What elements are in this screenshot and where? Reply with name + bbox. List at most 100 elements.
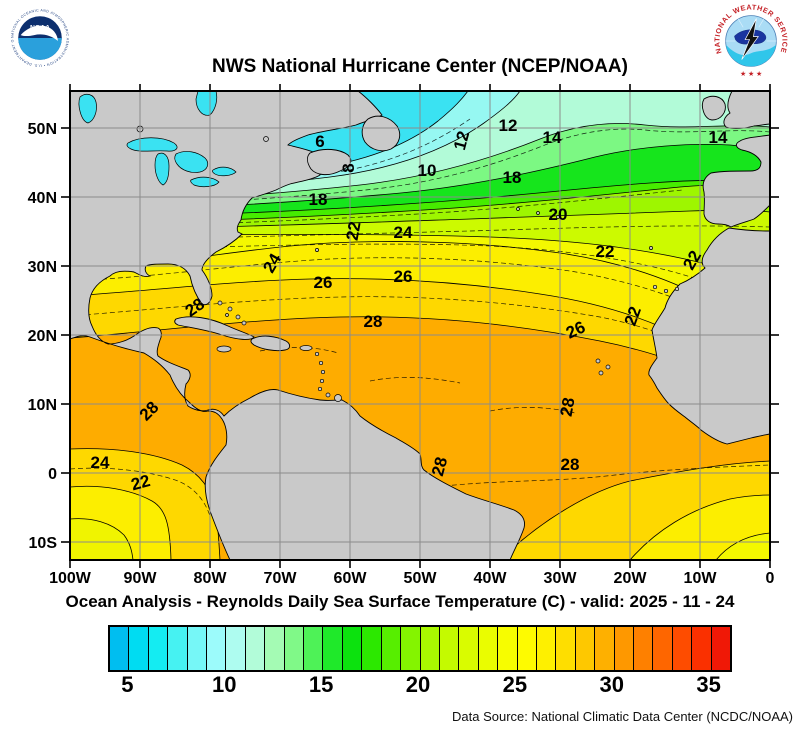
island (227, 306, 233, 312)
contour-label: 26 (314, 273, 333, 292)
colorbar-cell (322, 627, 342, 670)
nws-stars: ★ ★ ★ (740, 70, 762, 78)
isotherm-dashed (70, 467, 211, 517)
lat-tick-label: 20N (28, 328, 57, 345)
noaa-seagull-icon (20, 25, 58, 41)
contour-label: 12 (450, 129, 473, 152)
colorbar-cell (186, 627, 207, 670)
colorbar-cell (691, 627, 711, 670)
lon-tick-label: 70W (264, 570, 298, 587)
lat-tick-label: 40N (28, 190, 57, 207)
colorbar-cell (264, 627, 284, 670)
island (516, 207, 520, 211)
island (652, 284, 658, 290)
island (536, 211, 540, 215)
lat-tick-label: 30N (28, 259, 57, 276)
lon-tick-label: 50W (404, 570, 438, 587)
landmass (648, 227, 770, 445)
isotherm-line (70, 485, 172, 560)
lon-tick-label: 0 (766, 570, 775, 587)
landmass (723, 91, 770, 129)
contour-label: 14 (709, 128, 728, 147)
lake (174, 151, 209, 173)
landmass (702, 134, 770, 228)
colorbar-cell (128, 627, 148, 670)
landmass (701, 95, 726, 121)
contour-label: 22 (343, 220, 365, 242)
island (241, 320, 247, 326)
axes: 100W 90W 80W 70W 60W 50W 40W 30W 20W 10W 0 50N 40N 30… (28, 84, 779, 587)
colorbar-tick-label: 35 (696, 672, 721, 697)
colorbar-cell (710, 627, 730, 670)
data-source-note: Data Source: National Climatic Data Cent… (452, 709, 793, 724)
island (334, 394, 342, 402)
lat-tick-label: 0 (48, 466, 57, 483)
contour-label: 28 (561, 455, 580, 474)
page-title: NWS National Hurricane Center (NCEP/NOAA… (212, 56, 628, 77)
colorbar-cell (594, 627, 614, 670)
island (263, 136, 269, 142)
island (315, 248, 319, 252)
lake (190, 176, 220, 188)
isotherm-line (70, 518, 134, 560)
colorbar-tick-label: 20 (405, 672, 431, 697)
contour-label: 24 (91, 453, 110, 472)
island (325, 392, 331, 398)
island (235, 314, 241, 320)
contour-label: 26 (394, 267, 413, 286)
island (319, 378, 325, 384)
island (605, 364, 611, 370)
colorbar-cell (380, 627, 401, 670)
contour-label: 12 (499, 116, 518, 135)
colorbar-cell (419, 627, 439, 670)
island (217, 300, 223, 306)
isotherm-line (629, 494, 770, 560)
lake (154, 152, 170, 186)
colorbar-cell (632, 627, 653, 670)
lon-tick-label: 90W (124, 570, 158, 587)
island (320, 369, 326, 375)
lon-tick-label: 60W (334, 570, 368, 587)
island (674, 286, 680, 292)
landmass (70, 91, 525, 560)
colorbar-cell (497, 627, 517, 670)
colorbar-cell (613, 627, 633, 670)
colorbar-cell (516, 627, 536, 670)
contour-label: 6 (315, 132, 324, 151)
lake (212, 166, 237, 177)
contour-label: 18 (309, 190, 328, 209)
colorbar-cell (400, 627, 420, 670)
contour-label: 18 (503, 168, 522, 187)
lat-tick-label: 10S (29, 535, 58, 552)
lake (78, 93, 97, 124)
isotherm-dashed (489, 407, 576, 414)
colorbar-cell (206, 627, 226, 670)
colorbar-cell (147, 627, 168, 670)
isotherm-line (715, 532, 770, 560)
colorbar-cell (110, 627, 129, 670)
map-caption: Ocean Analysis - Reynolds Daily Sea Surf… (65, 592, 735, 611)
isotherm-dashed (369, 377, 461, 384)
colorbar-cell (652, 627, 672, 670)
landmass (174, 316, 255, 340)
lon-tick-label: 20W (614, 570, 648, 587)
nws-logo: NATIONAL WEATHER SERVICE ★ ★ ★ (712, 2, 790, 80)
island (216, 345, 232, 353)
contour-label: 28 (557, 396, 579, 418)
contour-label: 28 (428, 455, 451, 478)
colorbar-cell (671, 627, 692, 670)
colorbar-cell (458, 627, 478, 670)
colorbar-cell (535, 627, 556, 670)
sst-cool-patch (716, 533, 770, 560)
colorbar-cell (283, 627, 304, 670)
colorbar-tick-label: 5 (121, 672, 134, 697)
noaa-globe-bottom (18, 38, 62, 60)
contour-label: 22 (129, 471, 152, 494)
colorbar-cell (244, 627, 265, 670)
isotherm-dashed (419, 464, 770, 490)
sst-cool-patch (70, 518, 133, 560)
colorbar-cell (555, 627, 575, 670)
lat-tick-label: 10N (28, 397, 57, 414)
